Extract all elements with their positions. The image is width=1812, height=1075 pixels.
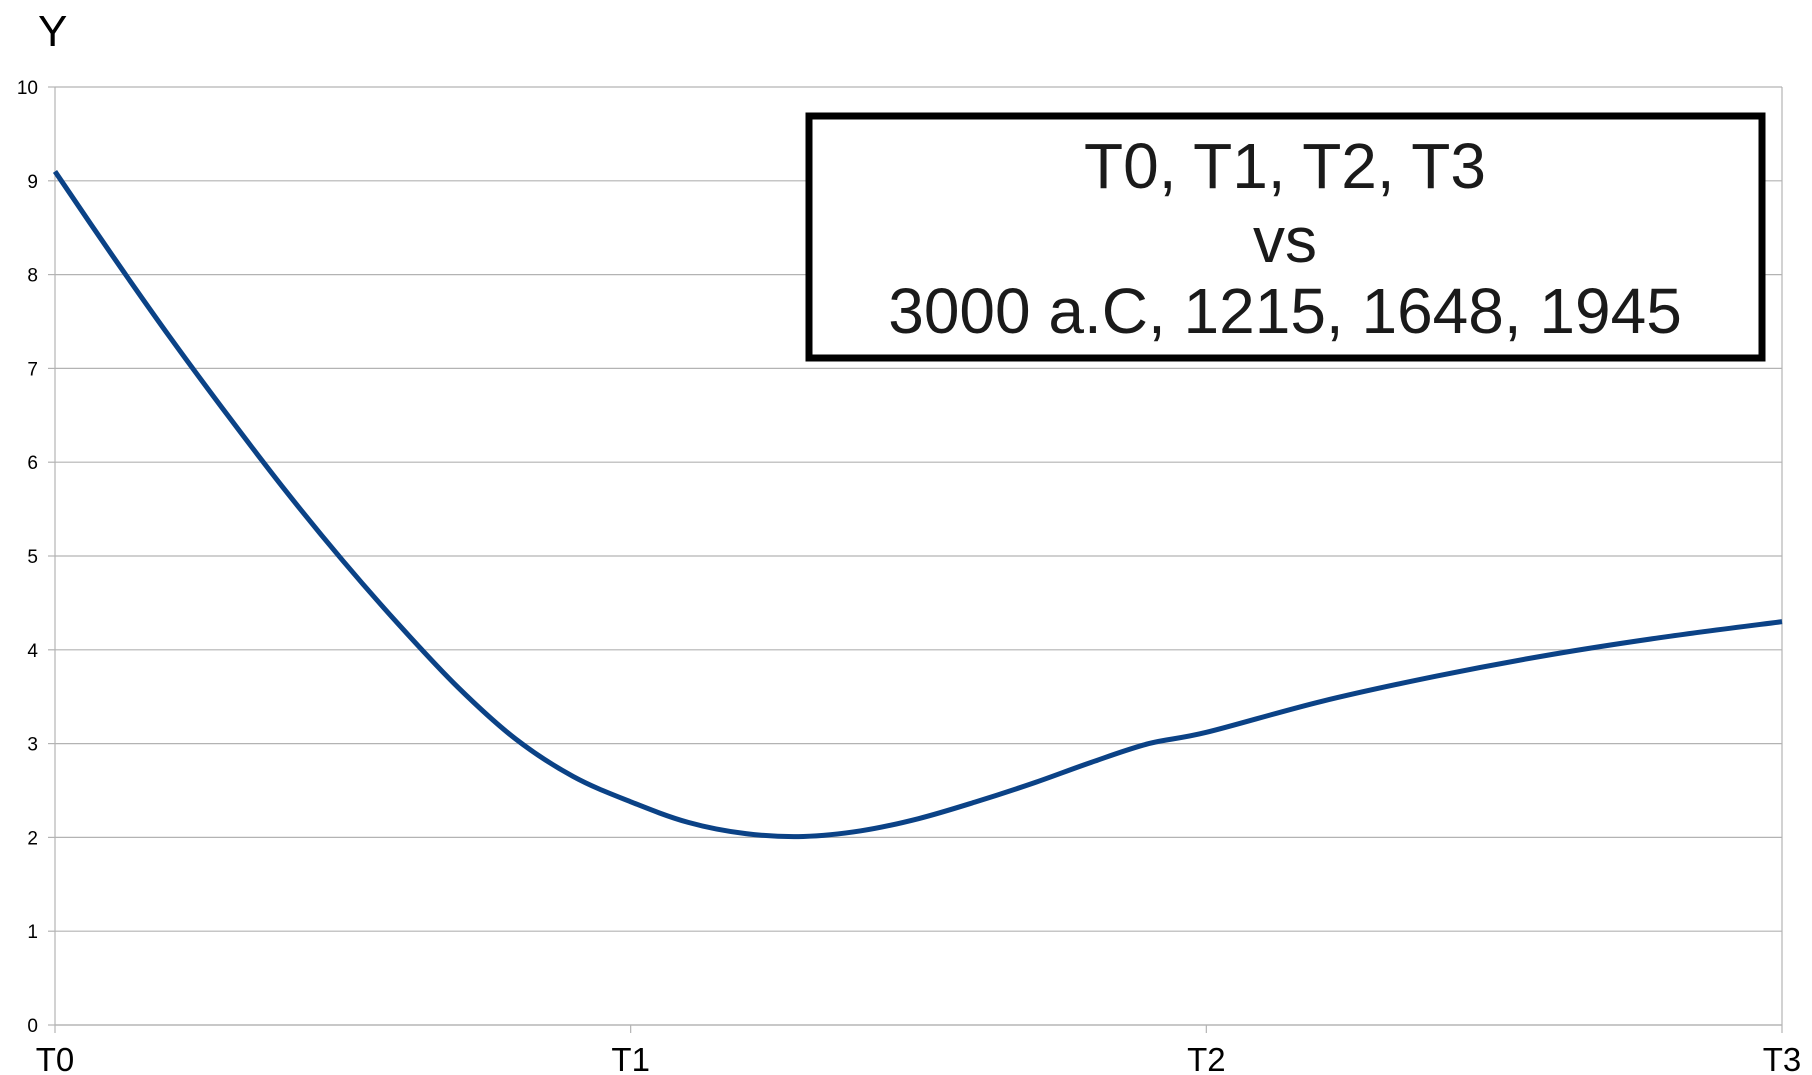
ytick-label-10: 10 bbox=[17, 78, 38, 99]
ytick-label-1: 1 bbox=[27, 922, 38, 943]
ytick-label-7: 7 bbox=[27, 359, 38, 380]
x-tick-labels: T0 T1 T2 T3 bbox=[36, 1041, 1802, 1075]
ytick-label-5: 5 bbox=[27, 547, 38, 568]
xtick-label-T3: T3 bbox=[1763, 1041, 1802, 1075]
ytick-label-0: 0 bbox=[27, 1016, 38, 1037]
y-axis-title: Y bbox=[38, 7, 67, 56]
ytick-label-6: 6 bbox=[27, 453, 38, 474]
series-line-0 bbox=[52, 170, 1783, 840]
annotation-border bbox=[805, 112, 1766, 362]
xtick-label-T0: T0 bbox=[36, 1041, 75, 1075]
xtick-label-T2: T2 bbox=[1187, 1041, 1226, 1075]
annotation-line-2: vs bbox=[1253, 204, 1317, 276]
ytick-label-8: 8 bbox=[27, 266, 38, 287]
y-tick-labels: 0 1 2 3 4 5 6 7 8 9 10 bbox=[17, 78, 39, 1037]
series-group bbox=[52, 170, 1783, 840]
axes bbox=[48, 86, 1783, 1033]
annotation-line-1: T0, T1, T2, T3 bbox=[1084, 130, 1486, 202]
xtick-label-T1: T1 bbox=[611, 1041, 650, 1075]
annotation-line-3: 3000 a.C, 1215, 1648, 1945 bbox=[888, 275, 1682, 347]
ytick-label-2: 2 bbox=[27, 828, 38, 849]
annotation-box: T0, T1, T2, T3 vs 3000 a.C, 1215, 1648, … bbox=[805, 112, 1766, 362]
ytick-label-4: 4 bbox=[27, 641, 38, 662]
ytick-label-9: 9 bbox=[27, 172, 38, 193]
ytick-label-3: 3 bbox=[27, 735, 38, 756]
